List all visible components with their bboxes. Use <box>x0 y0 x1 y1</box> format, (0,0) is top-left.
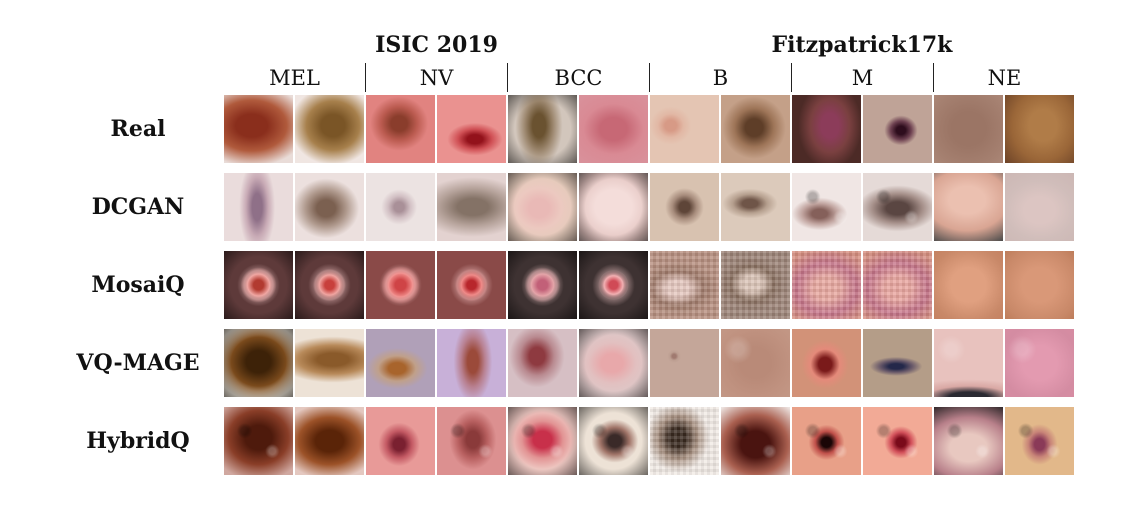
class-separator <box>933 63 934 92</box>
sample-image-dcgan-b-1 <box>650 173 719 241</box>
sample-image-vq-mage-ne-1 <box>934 329 1003 397</box>
sample-image-hybridq-nv-2 <box>437 407 506 475</box>
class-label-b: B <box>712 66 729 90</box>
sample-image-real-m-1 <box>792 95 861 163</box>
sample-image-hybridq-mel-2 <box>295 407 364 475</box>
sample-image-vq-mage-b-2 <box>721 329 790 397</box>
group-title-isic-2019: ISIC 2019 <box>375 32 498 58</box>
sample-image-vq-mage-nv-2 <box>437 329 506 397</box>
sample-image-vq-mage-ne-2 <box>1005 329 1074 397</box>
sample-image-hybridq-m-2 <box>863 407 932 475</box>
row-label-vq-mage: VQ-MAGE <box>76 350 200 376</box>
sample-image-dcgan-ne-1 <box>934 173 1003 241</box>
sample-image-mosaiq-m-2 <box>863 251 932 319</box>
sample-image-mosaiq-bcc-2 <box>579 251 648 319</box>
sample-image-dcgan-mel-2 <box>295 173 364 241</box>
sample-image-hybridq-bcc-2 <box>579 407 648 475</box>
sample-image-real-m-2 <box>863 95 932 163</box>
sample-image-hybridq-b-2 <box>721 407 790 475</box>
sample-image-dcgan-m-2 <box>863 173 932 241</box>
sample-image-dcgan-mel-1 <box>224 173 293 241</box>
sample-image-vq-mage-m-1 <box>792 329 861 397</box>
class-label-mel: MEL <box>269 66 320 90</box>
sample-image-real-b-1 <box>650 95 719 163</box>
class-label-bcc: BCC <box>554 66 603 90</box>
sample-image-real-mel-1 <box>224 95 293 163</box>
sample-image-real-nv-1 <box>366 95 435 163</box>
sample-image-hybridq-m-1 <box>792 407 861 475</box>
class-separator <box>791 63 792 92</box>
sample-image-vq-mage-m-2 <box>863 329 932 397</box>
class-label-ne: NE <box>987 66 1022 90</box>
sample-image-mosaiq-m-1 <box>792 251 861 319</box>
sample-image-vq-mage-bcc-2 <box>579 329 648 397</box>
sample-image-mosaiq-bcc-1 <box>508 251 577 319</box>
sample-image-hybridq-mel-1 <box>224 407 293 475</box>
sample-image-real-b-2 <box>721 95 790 163</box>
sample-image-vq-mage-b-1 <box>650 329 719 397</box>
row-label-dcgan: DCGAN <box>91 194 185 220</box>
sample-image-dcgan-nv-1 <box>366 173 435 241</box>
sample-image-hybridq-bcc-1 <box>508 407 577 475</box>
sample-image-real-ne-1 <box>934 95 1003 163</box>
sample-image-mosaiq-b-2 <box>721 251 790 319</box>
sample-image-vq-mage-nv-1 <box>366 329 435 397</box>
sample-image-dcgan-nv-2 <box>437 173 506 241</box>
sample-image-hybridq-b-1 <box>650 407 719 475</box>
sample-image-mosaiq-mel-2 <box>295 251 364 319</box>
sample-image-mosaiq-ne-2 <box>1005 251 1074 319</box>
sample-image-mosaiq-ne-1 <box>934 251 1003 319</box>
class-label-m: M <box>851 66 874 90</box>
sample-image-real-bcc-2 <box>579 95 648 163</box>
sample-image-hybridq-ne-2 <box>1005 407 1074 475</box>
sample-image-dcgan-bcc-2 <box>579 173 648 241</box>
class-separator <box>365 63 366 92</box>
sample-image-mosaiq-b-1 <box>650 251 719 319</box>
class-separator <box>649 63 650 92</box>
sample-image-dcgan-b-2 <box>721 173 790 241</box>
sample-image-hybridq-nv-1 <box>366 407 435 475</box>
row-label-real: Real <box>110 116 166 142</box>
sample-image-real-mel-2 <box>295 95 364 163</box>
sample-image-hybridq-ne-1 <box>934 407 1003 475</box>
sample-image-dcgan-bcc-1 <box>508 173 577 241</box>
sample-image-mosaiq-nv-1 <box>366 251 435 319</box>
sample-image-real-ne-2 <box>1005 95 1074 163</box>
class-label-nv: NV <box>419 66 454 90</box>
sample-image-real-bcc-1 <box>508 95 577 163</box>
sample-image-mosaiq-mel-1 <box>224 251 293 319</box>
row-label-hybridq: HybridQ <box>86 428 190 454</box>
sample-image-real-nv-2 <box>437 95 506 163</box>
sample-image-dcgan-m-1 <box>792 173 861 241</box>
class-separator <box>507 63 508 92</box>
group-title-fitzpatrick17k: Fitzpatrick17k <box>771 32 953 58</box>
sample-image-vq-mage-bcc-1 <box>508 329 577 397</box>
sample-image-mosaiq-nv-2 <box>437 251 506 319</box>
sample-image-dcgan-ne-2 <box>1005 173 1074 241</box>
row-label-mosaiq: MosaiQ <box>91 272 185 298</box>
sample-image-vq-mage-mel-1 <box>224 329 293 397</box>
sample-image-vq-mage-mel-2 <box>295 329 364 397</box>
